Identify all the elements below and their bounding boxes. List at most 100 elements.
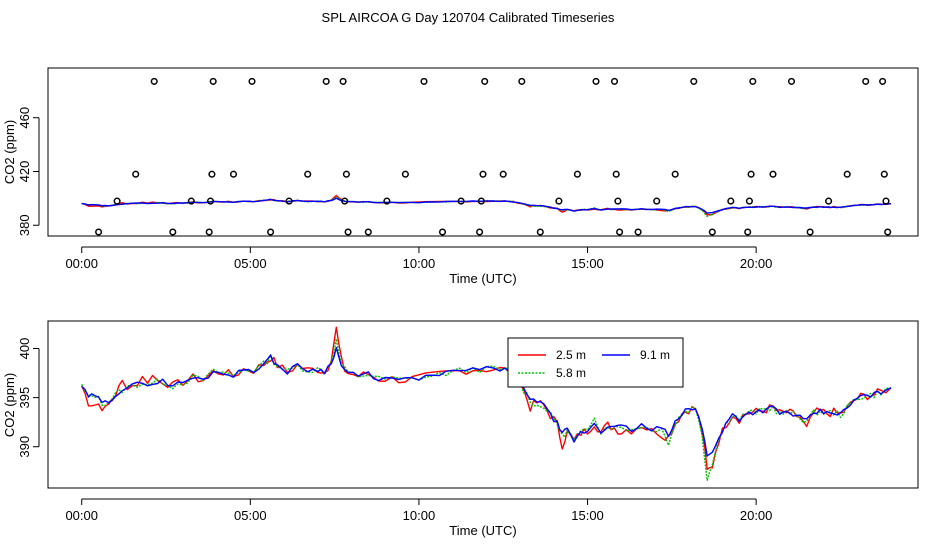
- top-x-axis-label: Time (UTC): [449, 271, 516, 286]
- top-scatter-point: [744, 228, 752, 236]
- top-scatter-point: [592, 77, 600, 85]
- top-x-tick-label: 15:00: [571, 256, 604, 271]
- top-scatter-point: [342, 170, 350, 178]
- bottom-x-axis-label: Time (UTC): [449, 523, 516, 538]
- top-scatter-point: [879, 77, 887, 85]
- top-scatter-point: [401, 170, 409, 178]
- top-scatter-point: [536, 228, 544, 236]
- top-series-2-5-m-line: [81, 194, 892, 216]
- top-scatter-point: [518, 77, 526, 85]
- top-scatter-point: [113, 197, 121, 205]
- top-scatter-point: [205, 228, 213, 236]
- top-scatter-point: [745, 197, 753, 205]
- top-x-tick-label: 20:00: [740, 256, 773, 271]
- top-scatter-point: [341, 197, 349, 205]
- bottom-x-tick-label: 10:00: [403, 508, 436, 523]
- top-scatter-point: [267, 228, 275, 236]
- top-scatter-point: [555, 197, 563, 205]
- bottom-series-lines: [81, 326, 892, 481]
- top-scatter-point: [880, 170, 888, 178]
- bottom-series-2-5-m-line: [81, 326, 892, 471]
- top-scatter-point: [479, 170, 487, 178]
- legend-box: [507, 337, 684, 388]
- bottom-x-tick-label: 05:00: [234, 508, 267, 523]
- top-x-tick-label: 05:00: [234, 256, 267, 271]
- bottom-y-tick-label: 400: [17, 338, 32, 360]
- top-scatter-point: [882, 197, 890, 205]
- top-scatter-point: [206, 197, 215, 205]
- top-scatter-point: [747, 170, 755, 178]
- top-scatter-point: [614, 197, 622, 205]
- legend-label-9-1m: 9.1 m: [640, 348, 670, 362]
- top-scatter-point: [476, 228, 484, 236]
- top-scatter-point: [95, 228, 103, 236]
- top-scatter-point: [229, 170, 238, 178]
- top-scatter-point: [344, 228, 352, 236]
- top-scatter-point: [438, 228, 447, 236]
- top-scatter-point: [208, 170, 216, 178]
- top-scatter-point: [383, 197, 391, 205]
- top-scatter-point: [364, 228, 372, 236]
- top-scatter-point: [787, 77, 796, 85]
- bottom-x-tick-label: 15:00: [571, 508, 604, 523]
- top-scatter-point: [339, 77, 347, 85]
- legend-label-2-5m: 2.5 m: [556, 348, 586, 362]
- top-scatter-point: [862, 77, 870, 85]
- top-scatter-point: [420, 77, 428, 85]
- top-x-axis: 00:00 05:00 10:00 15:00 20:00: [65, 246, 773, 271]
- top-scatter-point: [573, 170, 581, 178]
- top-x-tick-label: 00:00: [65, 256, 98, 271]
- bottom-x-axis: 00:00 05:00 10:00 15:00 20:00: [65, 498, 773, 523]
- top-scatter-point: [690, 77, 698, 85]
- top-scatter-point: [169, 228, 177, 236]
- top-y-axis-label: CO2 (ppm): [2, 120, 17, 184]
- page-title: SPL AIRCOA G Day 120704 Calibrated Times…: [322, 10, 615, 25]
- bottom-y-tick-label: 395: [17, 387, 32, 409]
- top-scatter-point: [132, 170, 140, 178]
- bottom-series-9-1-m-line: [81, 346, 892, 457]
- top-scatter-point: [708, 228, 716, 236]
- legend-label-5-8m: 5.8 m: [556, 366, 586, 380]
- bottom-x-tick-label: 20:00: [740, 508, 773, 523]
- top-y-tick-label: 460: [17, 107, 32, 129]
- top-scatter-point: [322, 77, 330, 85]
- top-scatter-point: [285, 197, 293, 205]
- top-y-tick-label: 420: [17, 161, 32, 183]
- top-scatter-point: [499, 170, 507, 178]
- top-scatter-point: [825, 197, 833, 205]
- top-scatter-point: [150, 77, 158, 85]
- top-y-tick-label: 380: [17, 214, 32, 236]
- top-scatter-point: [634, 228, 642, 236]
- top-y-axis: 380 420 460: [17, 107, 40, 236]
- bottom-y-axis: 390 395 400: [17, 338, 40, 458]
- bottom-panel: 00:00 05:00 10:00 15:00 20:00 390 395 400 Time…: [2, 320, 919, 538]
- top-scatter-point: [653, 197, 661, 205]
- top-scatter-point: [727, 197, 735, 205]
- top-scatter-point: [304, 170, 312, 178]
- top-scatter-point: [477, 197, 485, 205]
- top-scatter-point: [749, 77, 757, 85]
- top-scatter-point: [457, 197, 465, 205]
- bottom-series-5-8-m-line: [81, 338, 892, 481]
- bottom-y-axis-label: CO2 (ppm): [2, 373, 17, 437]
- bottom-y-tick-label: 390: [17, 436, 32, 458]
- top-scatter-point: [481, 77, 489, 85]
- top-scatter-point: [806, 228, 814, 236]
- top-x-tick-label: 10:00: [403, 256, 436, 271]
- legend: 2.5 m 5.8 m 9.1 m: [507, 337, 684, 388]
- bottom-plot-frame: [47, 320, 919, 489]
- top-series-lines: [81, 194, 892, 218]
- top-scatter-point: [843, 170, 851, 178]
- top-scatter-point: [884, 228, 892, 236]
- top-scatter-point: [209, 77, 217, 85]
- top-scatter-point: [248, 77, 256, 85]
- top-scatter-point: [612, 170, 620, 178]
- top-scatter-point: [616, 228, 624, 236]
- top-scatter-point: [187, 197, 195, 205]
- top-scatter-point: [671, 170, 679, 178]
- top-scatter-point: [610, 77, 619, 85]
- top-scatter-point: [769, 170, 777, 178]
- top-scatter-points: [95, 77, 892, 236]
